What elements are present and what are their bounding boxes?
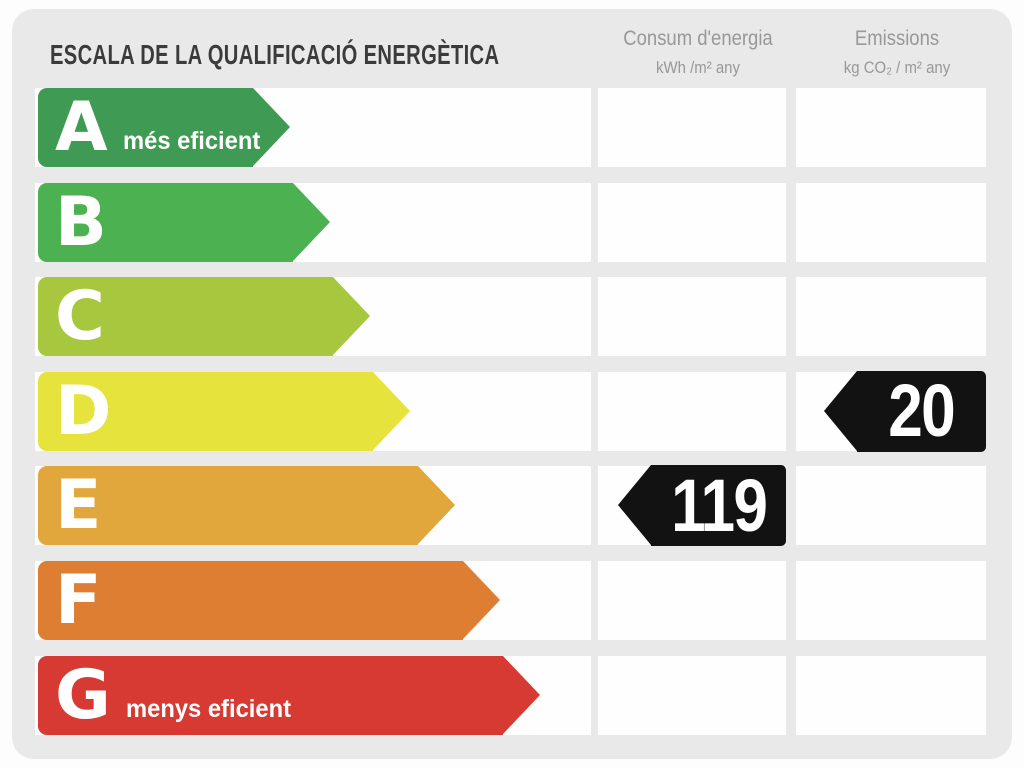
emissions-cell <box>796 88 986 167</box>
rating-note: més eficient <box>122 127 260 155</box>
consum-column-title: Consum d'energia <box>623 27 773 50</box>
right-arrow-tip-icon <box>463 560 500 639</box>
emissions-cell <box>796 277 986 357</box>
consum-value-indicator-body: 119 <box>651 463 786 547</box>
left-arrow-tip-icon <box>618 465 651 546</box>
bar-track: B <box>35 182 591 262</box>
rating-bar-D: D <box>38 371 410 451</box>
rating-bar-body: F <box>38 560 463 640</box>
rating-letter: G <box>55 655 111 735</box>
rating-letter: D <box>55 371 112 451</box>
rating-row-D: D 20 <box>12 369 1024 453</box>
consum-cell <box>598 655 786 735</box>
emissions-cell <box>796 560 986 640</box>
right-arrow-tip-icon <box>293 182 330 261</box>
emissions-cell <box>796 655 986 735</box>
consum-column-units: kWh /m² any <box>656 58 740 77</box>
bar-track: C <box>35 277 591 357</box>
rating-letter: C <box>55 277 105 357</box>
page-title: ESCALA DE LA QUALIFICACIÓ ENERGÈTICA <box>50 39 500 70</box>
rating-bar-body: E <box>38 466 418 546</box>
left-arrow-tip-icon <box>824 370 857 451</box>
right-arrow-tip-icon <box>418 466 455 545</box>
rating-row-E: E 119 <box>12 463 1024 547</box>
consum-cell <box>598 88 786 167</box>
emissions-column-units: kg CO₂ / m² any <box>843 58 951 77</box>
rating-letter: E <box>55 466 102 546</box>
emissions-cell: 20 <box>796 369 986 453</box>
consum-cell: 119 <box>598 463 786 547</box>
consum-value-indicator: 119 <box>618 463 786 547</box>
rating-bar-body: B <box>38 182 293 262</box>
rating-note: menys eficient <box>125 694 291 723</box>
rating-bar-B: B <box>38 182 330 262</box>
consum-column-header: Consum d'energia kWh /m² any <box>598 27 798 78</box>
consum-cell <box>598 371 786 451</box>
bar-track: F <box>35 560 591 640</box>
right-arrow-tip-icon <box>373 371 410 450</box>
rating-row-C: C <box>12 277 1024 357</box>
rating-letter: A <box>55 88 108 167</box>
emissions-value: 20 <box>888 369 956 453</box>
certificate-card: ESCALA DE LA QUALIFICACIÓ ENERGÈTICA Con… <box>12 9 1012 759</box>
rating-letter: F <box>55 560 102 640</box>
right-arrow-tip-icon <box>503 655 540 734</box>
rating-bar-E: E <box>38 466 455 546</box>
consum-cell <box>598 182 786 262</box>
emissions-cell <box>796 182 986 262</box>
bar-track: E <box>35 466 591 546</box>
rating-bar-C: C <box>38 277 370 357</box>
rating-letter: B <box>55 182 107 262</box>
consum-cell <box>598 560 786 640</box>
right-arrow-tip-icon <box>333 277 370 356</box>
consum-value: 119 <box>670 463 768 547</box>
rating-row-B: B <box>12 182 1024 262</box>
bar-track: D <box>35 371 591 451</box>
emissions-cell <box>796 466 986 546</box>
emissions-value-indicator: 20 <box>824 369 986 453</box>
rating-bar-F: F <box>38 560 500 640</box>
right-arrow-tip-icon <box>253 88 290 166</box>
emissions-column-title: Emissions <box>854 27 940 50</box>
consum-cell <box>598 277 786 357</box>
rating-row-F: F <box>12 560 1024 640</box>
emissions-value-indicator-body: 20 <box>857 369 986 453</box>
rating-bar-body: C <box>38 277 333 357</box>
emissions-column-header: Emissions kg CO₂ / m² any <box>796 27 998 78</box>
rating-bar-body: D <box>38 371 373 451</box>
